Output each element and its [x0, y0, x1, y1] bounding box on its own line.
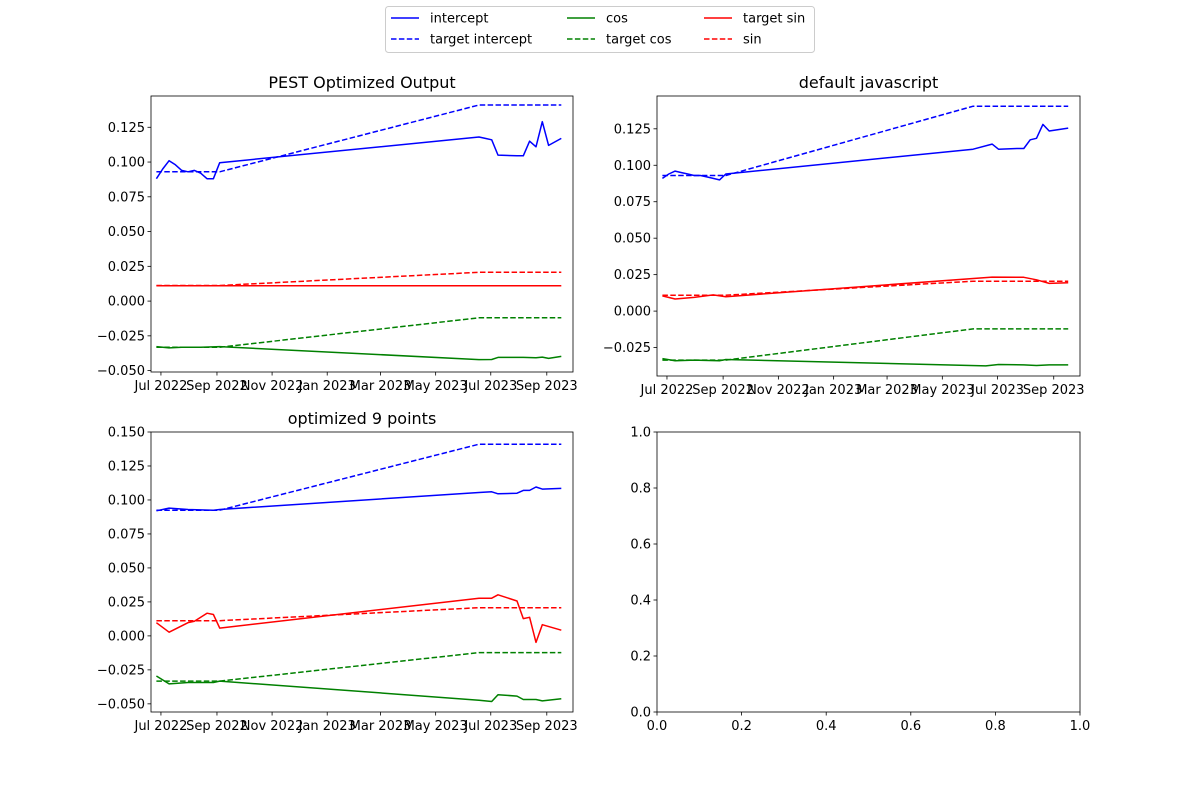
series-line-target-cos [662, 328, 1069, 361]
axes-frame [656, 431, 1081, 713]
x-tick-label: 0.0 [647, 719, 668, 734]
subplot-title: optimized 9 points [288, 409, 437, 428]
x-tick-label: Sep 2022 [186, 379, 248, 394]
y-tick-label: 0.000 [614, 305, 651, 320]
y-tick-label: −0.050 [97, 364, 145, 379]
y-tick-label: 0.0 [630, 706, 651, 721]
y-tick-label: 0.025 [108, 260, 145, 275]
series-line-target-intercept [156, 443, 562, 511]
x-tick-label: May 2023 [910, 383, 974, 398]
x-tick-label: Jan 2023 [804, 383, 862, 398]
axes-frame [656, 95, 1081, 377]
y-tick-label: 0.025 [108, 595, 145, 610]
series-line-intercept [661, 123, 1069, 181]
y-tick-label: 0.000 [108, 295, 145, 310]
legend-label: target sin [743, 12, 805, 27]
x-tick-label: 0.6 [900, 719, 921, 734]
x-tick-label: Sep 2023 [516, 719, 578, 734]
x-tick-label: 0.4 [816, 719, 837, 734]
series-line-cos [156, 675, 562, 703]
x-tick-label: Jul 2023 [970, 383, 1024, 398]
x-tick-label: Nov 2022 [747, 383, 810, 398]
y-tick-label: 0.4 [630, 594, 651, 609]
y-tick-label: 0.000 [108, 629, 145, 644]
y-tick-label: −0.025 [97, 663, 145, 678]
x-tick-label: Sep 2023 [1023, 383, 1085, 398]
y-tick-label: 0.025 [614, 268, 651, 283]
subplot-title: PEST Optimized Output [268, 73, 455, 92]
x-tick-label: Sep 2022 [186, 719, 248, 734]
legend-label: target intercept [430, 33, 532, 48]
y-tick-label: 0.100 [108, 156, 145, 171]
y-tick-label: 0.6 [630, 538, 651, 553]
y-tick-label: −0.025 [97, 329, 145, 344]
x-tick-label: Jul 2022 [133, 379, 187, 394]
y-tick-label: 0.100 [108, 493, 145, 508]
x-tick-label: May 2023 [404, 379, 468, 394]
y-tick-label: 0.075 [108, 527, 145, 542]
series-line-intercept [155, 120, 562, 180]
x-tick-label: Sep 2023 [516, 379, 578, 394]
x-tick-label: Nov 2022 [241, 719, 304, 734]
series-line-sin [662, 280, 1069, 296]
x-tick-label: Jul 2022 [640, 383, 694, 398]
x-tick-label: May 2023 [404, 719, 468, 734]
x-tick-label: Jul 2023 [463, 379, 517, 394]
series-line-target-cos [156, 651, 562, 682]
legend-label: cos [606, 12, 628, 27]
x-tick-label: Mar 2023 [350, 719, 412, 734]
series-line-sin [156, 271, 562, 287]
y-tick-label: 0.125 [108, 459, 145, 474]
series-line-target-intercept [156, 104, 562, 173]
y-tick-label: 0.125 [614, 122, 651, 137]
y-tick-label: 0.100 [614, 159, 651, 174]
series-line-sin [156, 606, 562, 622]
y-tick-label: 0.050 [614, 232, 651, 247]
x-tick-label: 0.8 [985, 719, 1006, 734]
x-tick-label: 1.0 [1070, 719, 1091, 734]
subplot-title: default javascript [799, 73, 939, 92]
y-tick-label: 0.050 [108, 225, 145, 240]
y-tick-label: 0.075 [614, 195, 651, 210]
y-tick-label: 0.150 [108, 426, 145, 441]
legend: intercept target intercept cos target cos ta… [385, 6, 815, 53]
y-tick-label: −0.025 [603, 341, 651, 356]
y-tick-label: 0.075 [108, 190, 145, 205]
legend-label: target cos [606, 33, 672, 48]
x-tick-label: Jul 2022 [133, 719, 187, 734]
x-tick-label: Jul 2023 [463, 719, 517, 734]
x-tick-label: Jan 2023 [298, 379, 356, 394]
series-line-target-cos [156, 317, 562, 349]
y-tick-label: −0.050 [97, 697, 145, 712]
x-tick-label: 0.2 [731, 719, 752, 734]
axes-frame [150, 95, 574, 373]
x-tick-label: Jan 2023 [298, 719, 356, 734]
axes-frame [150, 431, 574, 713]
x-tick-label: Mar 2023 [350, 379, 412, 394]
legend-label: intercept [430, 12, 489, 27]
subplot-4: 0.0 0.2 0.4 0.6 0.8 1.0 0.0 0.2 0.4 0.6 0.8 1.0 [630, 426, 1090, 735]
series-line-target-sin [155, 594, 562, 644]
x-tick-label: Nov 2022 [241, 379, 304, 394]
series-line-target-intercept [662, 105, 1069, 177]
y-tick-label: 0.2 [630, 650, 651, 665]
y-tick-label: 0.050 [108, 561, 145, 576]
x-tick-label: Sep 2022 [692, 383, 754, 398]
x-tick-label: Mar 2023 [856, 383, 918, 398]
y-tick-label: 0.125 [108, 121, 145, 136]
y-tick-label: 1.0 [630, 426, 651, 441]
legend-label: sin [743, 33, 762, 48]
y-tick-label: 0.8 [630, 482, 651, 497]
